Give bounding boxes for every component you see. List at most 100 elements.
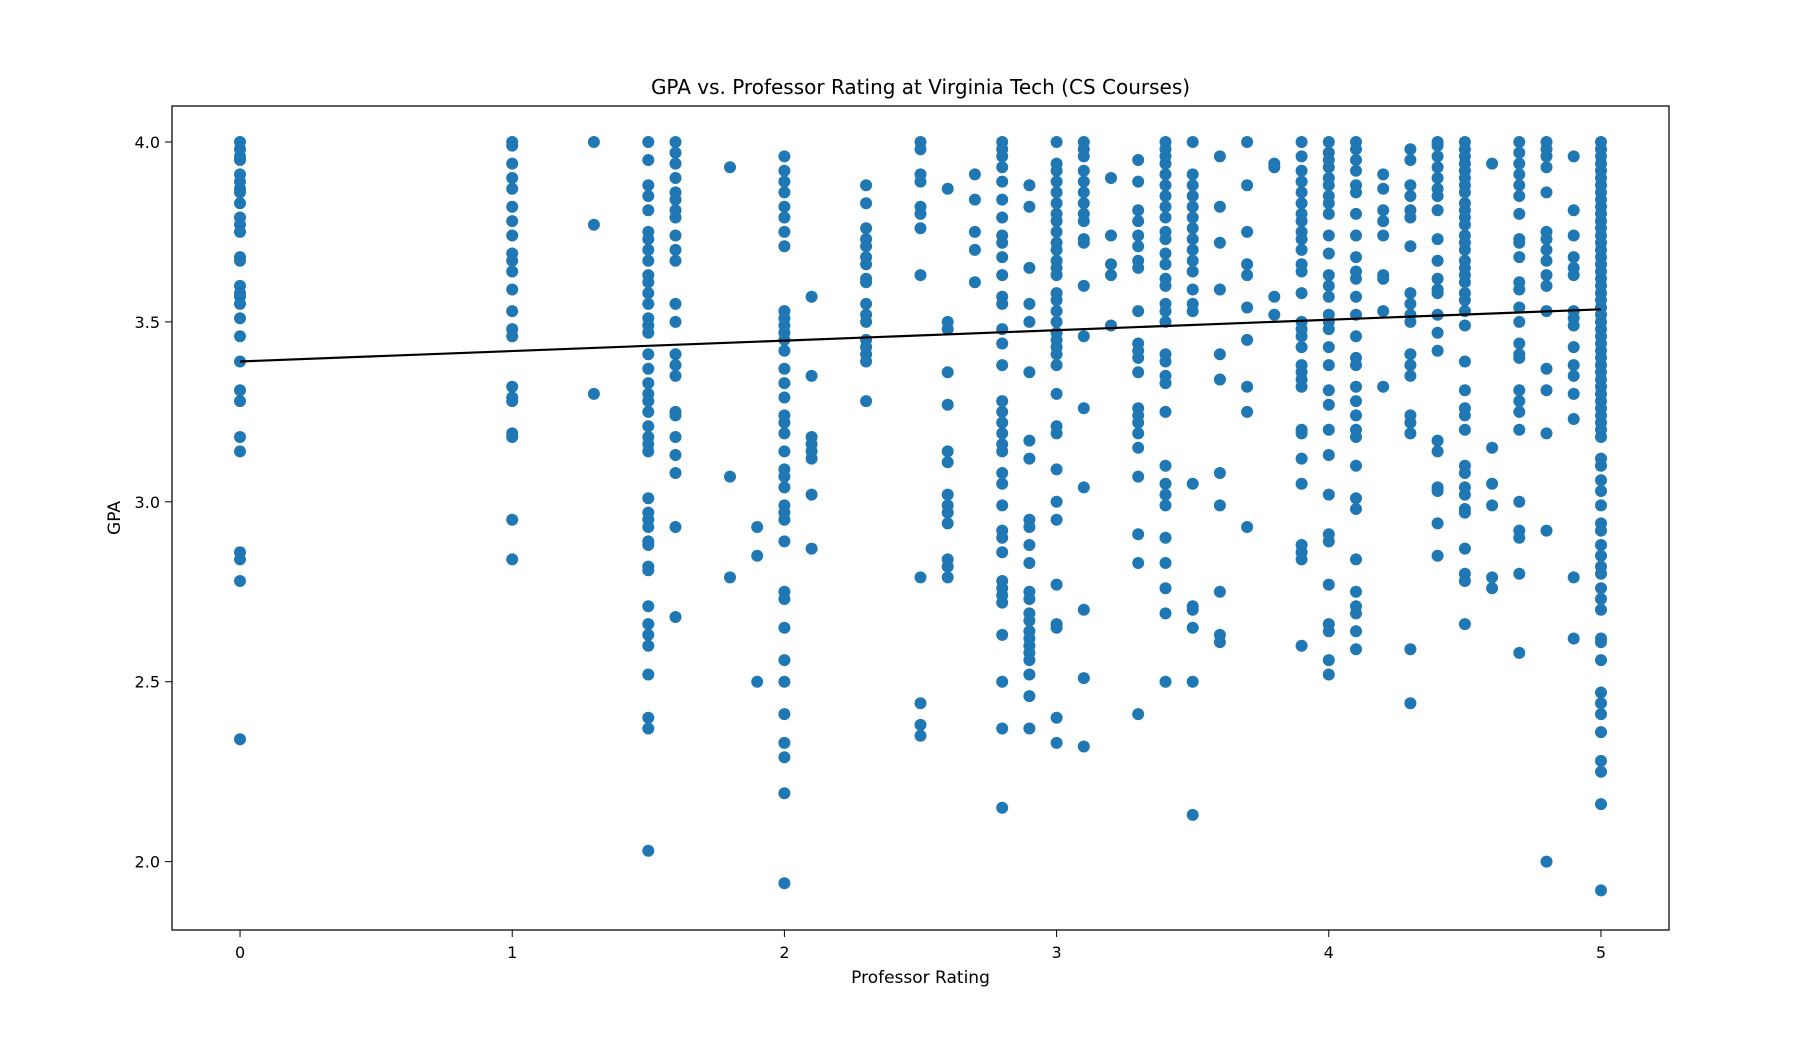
data-point xyxy=(1132,351,1145,364)
data-point xyxy=(1595,593,1607,605)
data-point xyxy=(234,431,246,443)
data-point xyxy=(1023,521,1036,533)
data-point xyxy=(1322,384,1335,397)
data-point xyxy=(1404,240,1417,253)
data-point xyxy=(1132,305,1145,318)
data-point xyxy=(914,269,927,282)
data-point xyxy=(996,596,1009,609)
data-point xyxy=(1322,290,1335,303)
data-point xyxy=(1023,179,1036,192)
data-point xyxy=(669,359,682,372)
data-point xyxy=(996,722,1009,735)
data-point xyxy=(968,243,981,256)
data-point xyxy=(1540,161,1553,174)
data-point xyxy=(860,197,873,210)
data-point xyxy=(1186,675,1199,688)
data-point xyxy=(1350,625,1362,638)
data-point xyxy=(1132,154,1145,166)
data-point xyxy=(996,175,1009,188)
data-point xyxy=(996,269,1009,282)
data-point xyxy=(1050,387,1063,400)
data-point xyxy=(996,337,1009,350)
data-point xyxy=(1023,434,1036,447)
data-point xyxy=(1050,197,1063,210)
data-point xyxy=(1513,405,1526,418)
data-point xyxy=(1159,499,1172,512)
data-point xyxy=(506,157,519,170)
data-point xyxy=(1540,362,1553,375)
data-point xyxy=(1322,323,1335,336)
data-point xyxy=(1595,726,1607,739)
data-point xyxy=(1595,654,1607,667)
data-point xyxy=(642,190,655,202)
data-point xyxy=(1241,136,1254,148)
data-point xyxy=(778,391,791,404)
data-point xyxy=(1295,477,1308,490)
data-point xyxy=(1268,161,1281,174)
data-point xyxy=(778,377,791,390)
data-point xyxy=(1513,190,1526,202)
data-point xyxy=(941,560,954,573)
data-point xyxy=(1050,463,1063,476)
data-point xyxy=(996,359,1009,372)
data-point xyxy=(996,445,1009,458)
data-point xyxy=(1431,445,1444,458)
data-point xyxy=(1295,164,1308,177)
data-point xyxy=(1322,247,1335,260)
data-point xyxy=(968,276,981,289)
data-point xyxy=(1404,179,1417,192)
data-point xyxy=(1213,636,1226,649)
data-point xyxy=(1404,427,1417,440)
data-point xyxy=(1241,405,1254,418)
data-point xyxy=(1513,384,1526,397)
data-point xyxy=(1350,143,1362,156)
data-point xyxy=(1458,618,1471,631)
data-point xyxy=(1132,528,1145,541)
data-point xyxy=(1295,197,1308,210)
data-point xyxy=(1431,485,1444,497)
data-point xyxy=(642,154,655,166)
data-point xyxy=(996,499,1009,512)
data-point xyxy=(1595,884,1607,897)
data-point xyxy=(941,506,954,519)
data-point xyxy=(1132,261,1145,274)
data-point xyxy=(778,175,791,188)
data-point xyxy=(996,477,1009,490)
data-point xyxy=(1241,269,1254,282)
data-point xyxy=(1186,200,1199,213)
data-point xyxy=(1322,229,1335,242)
data-point xyxy=(1540,384,1553,397)
data-point xyxy=(778,593,791,605)
data-point xyxy=(1595,474,1607,487)
data-point xyxy=(1322,668,1335,681)
data-point xyxy=(1458,384,1471,397)
data-point xyxy=(1458,355,1471,368)
data-point xyxy=(1077,236,1090,249)
data-point xyxy=(1295,452,1308,465)
x-tick-label: 2 xyxy=(779,943,789,962)
data-point xyxy=(1186,283,1199,296)
data-point xyxy=(234,297,246,310)
data-point xyxy=(1567,369,1580,382)
data-point xyxy=(996,467,1009,479)
data-point xyxy=(1295,639,1308,652)
data-point xyxy=(1431,139,1444,152)
data-point xyxy=(1540,524,1553,537)
data-point xyxy=(1322,578,1335,591)
data-point xyxy=(1023,297,1036,310)
data-point xyxy=(778,621,791,634)
data-point xyxy=(1595,539,1607,551)
data-point xyxy=(1567,319,1580,332)
data-point xyxy=(642,844,655,857)
data-point xyxy=(1404,315,1417,328)
data-point xyxy=(1159,557,1172,569)
data-point xyxy=(506,395,519,408)
data-point xyxy=(996,628,1009,641)
data-point xyxy=(234,733,246,746)
data-point xyxy=(1077,175,1090,188)
data-point xyxy=(1132,215,1145,228)
data-point xyxy=(778,445,791,458)
data-point xyxy=(1159,157,1172,170)
data-point xyxy=(1241,333,1254,346)
data-point xyxy=(234,553,246,566)
